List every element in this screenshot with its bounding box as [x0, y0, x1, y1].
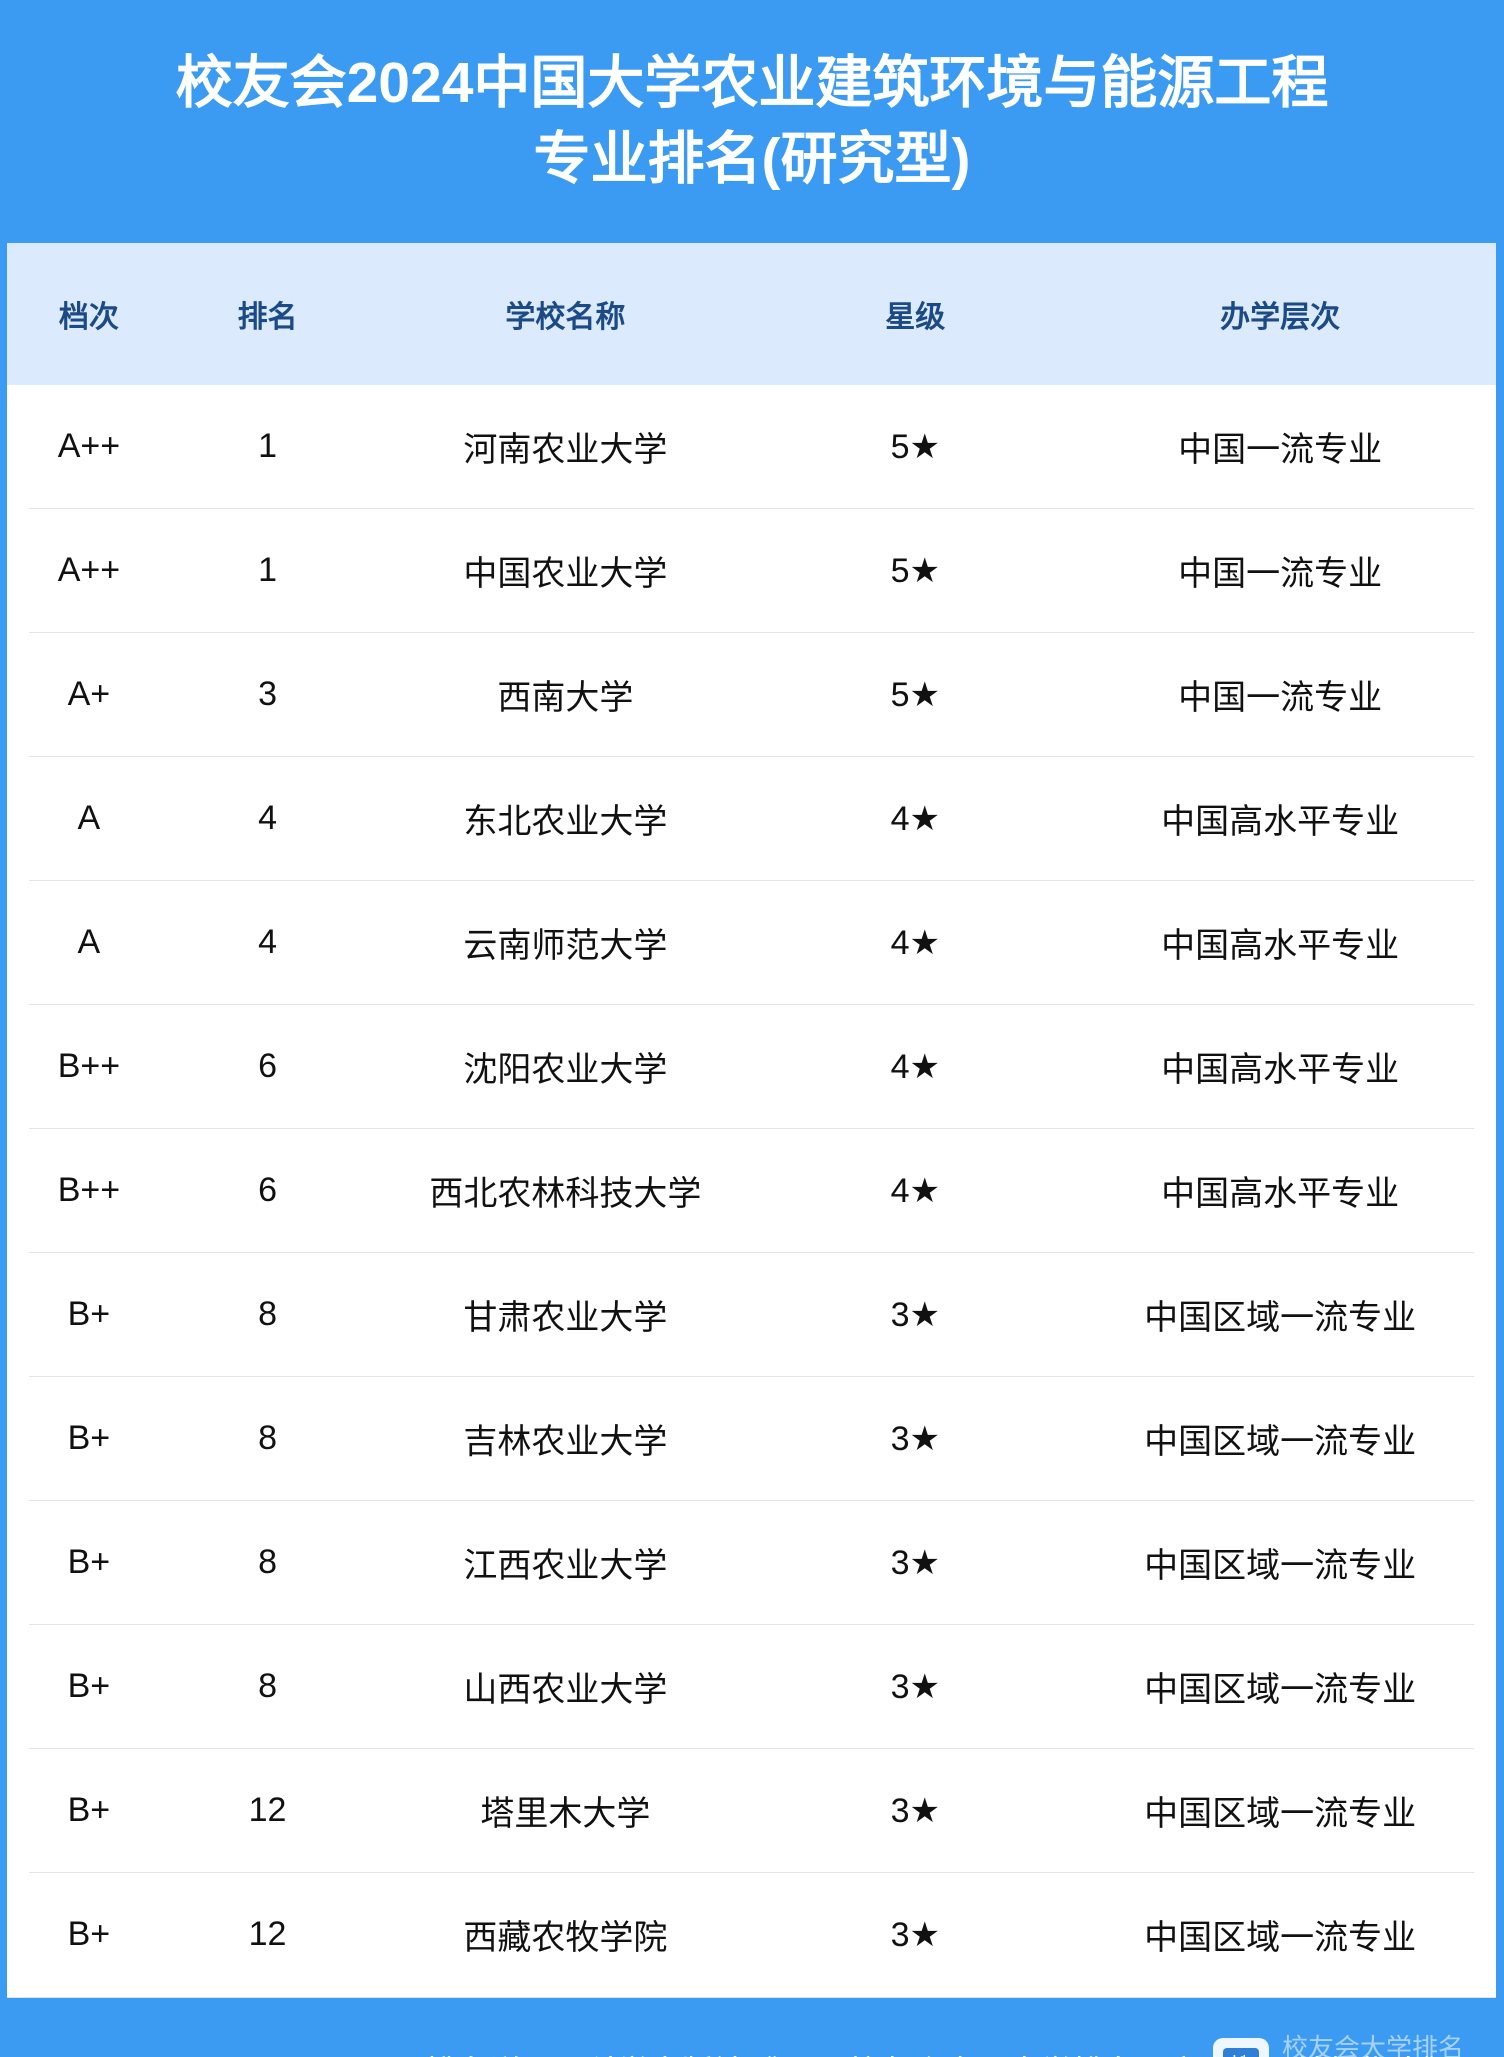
- svg-text:搜: 搜: [1230, 2054, 1252, 2057]
